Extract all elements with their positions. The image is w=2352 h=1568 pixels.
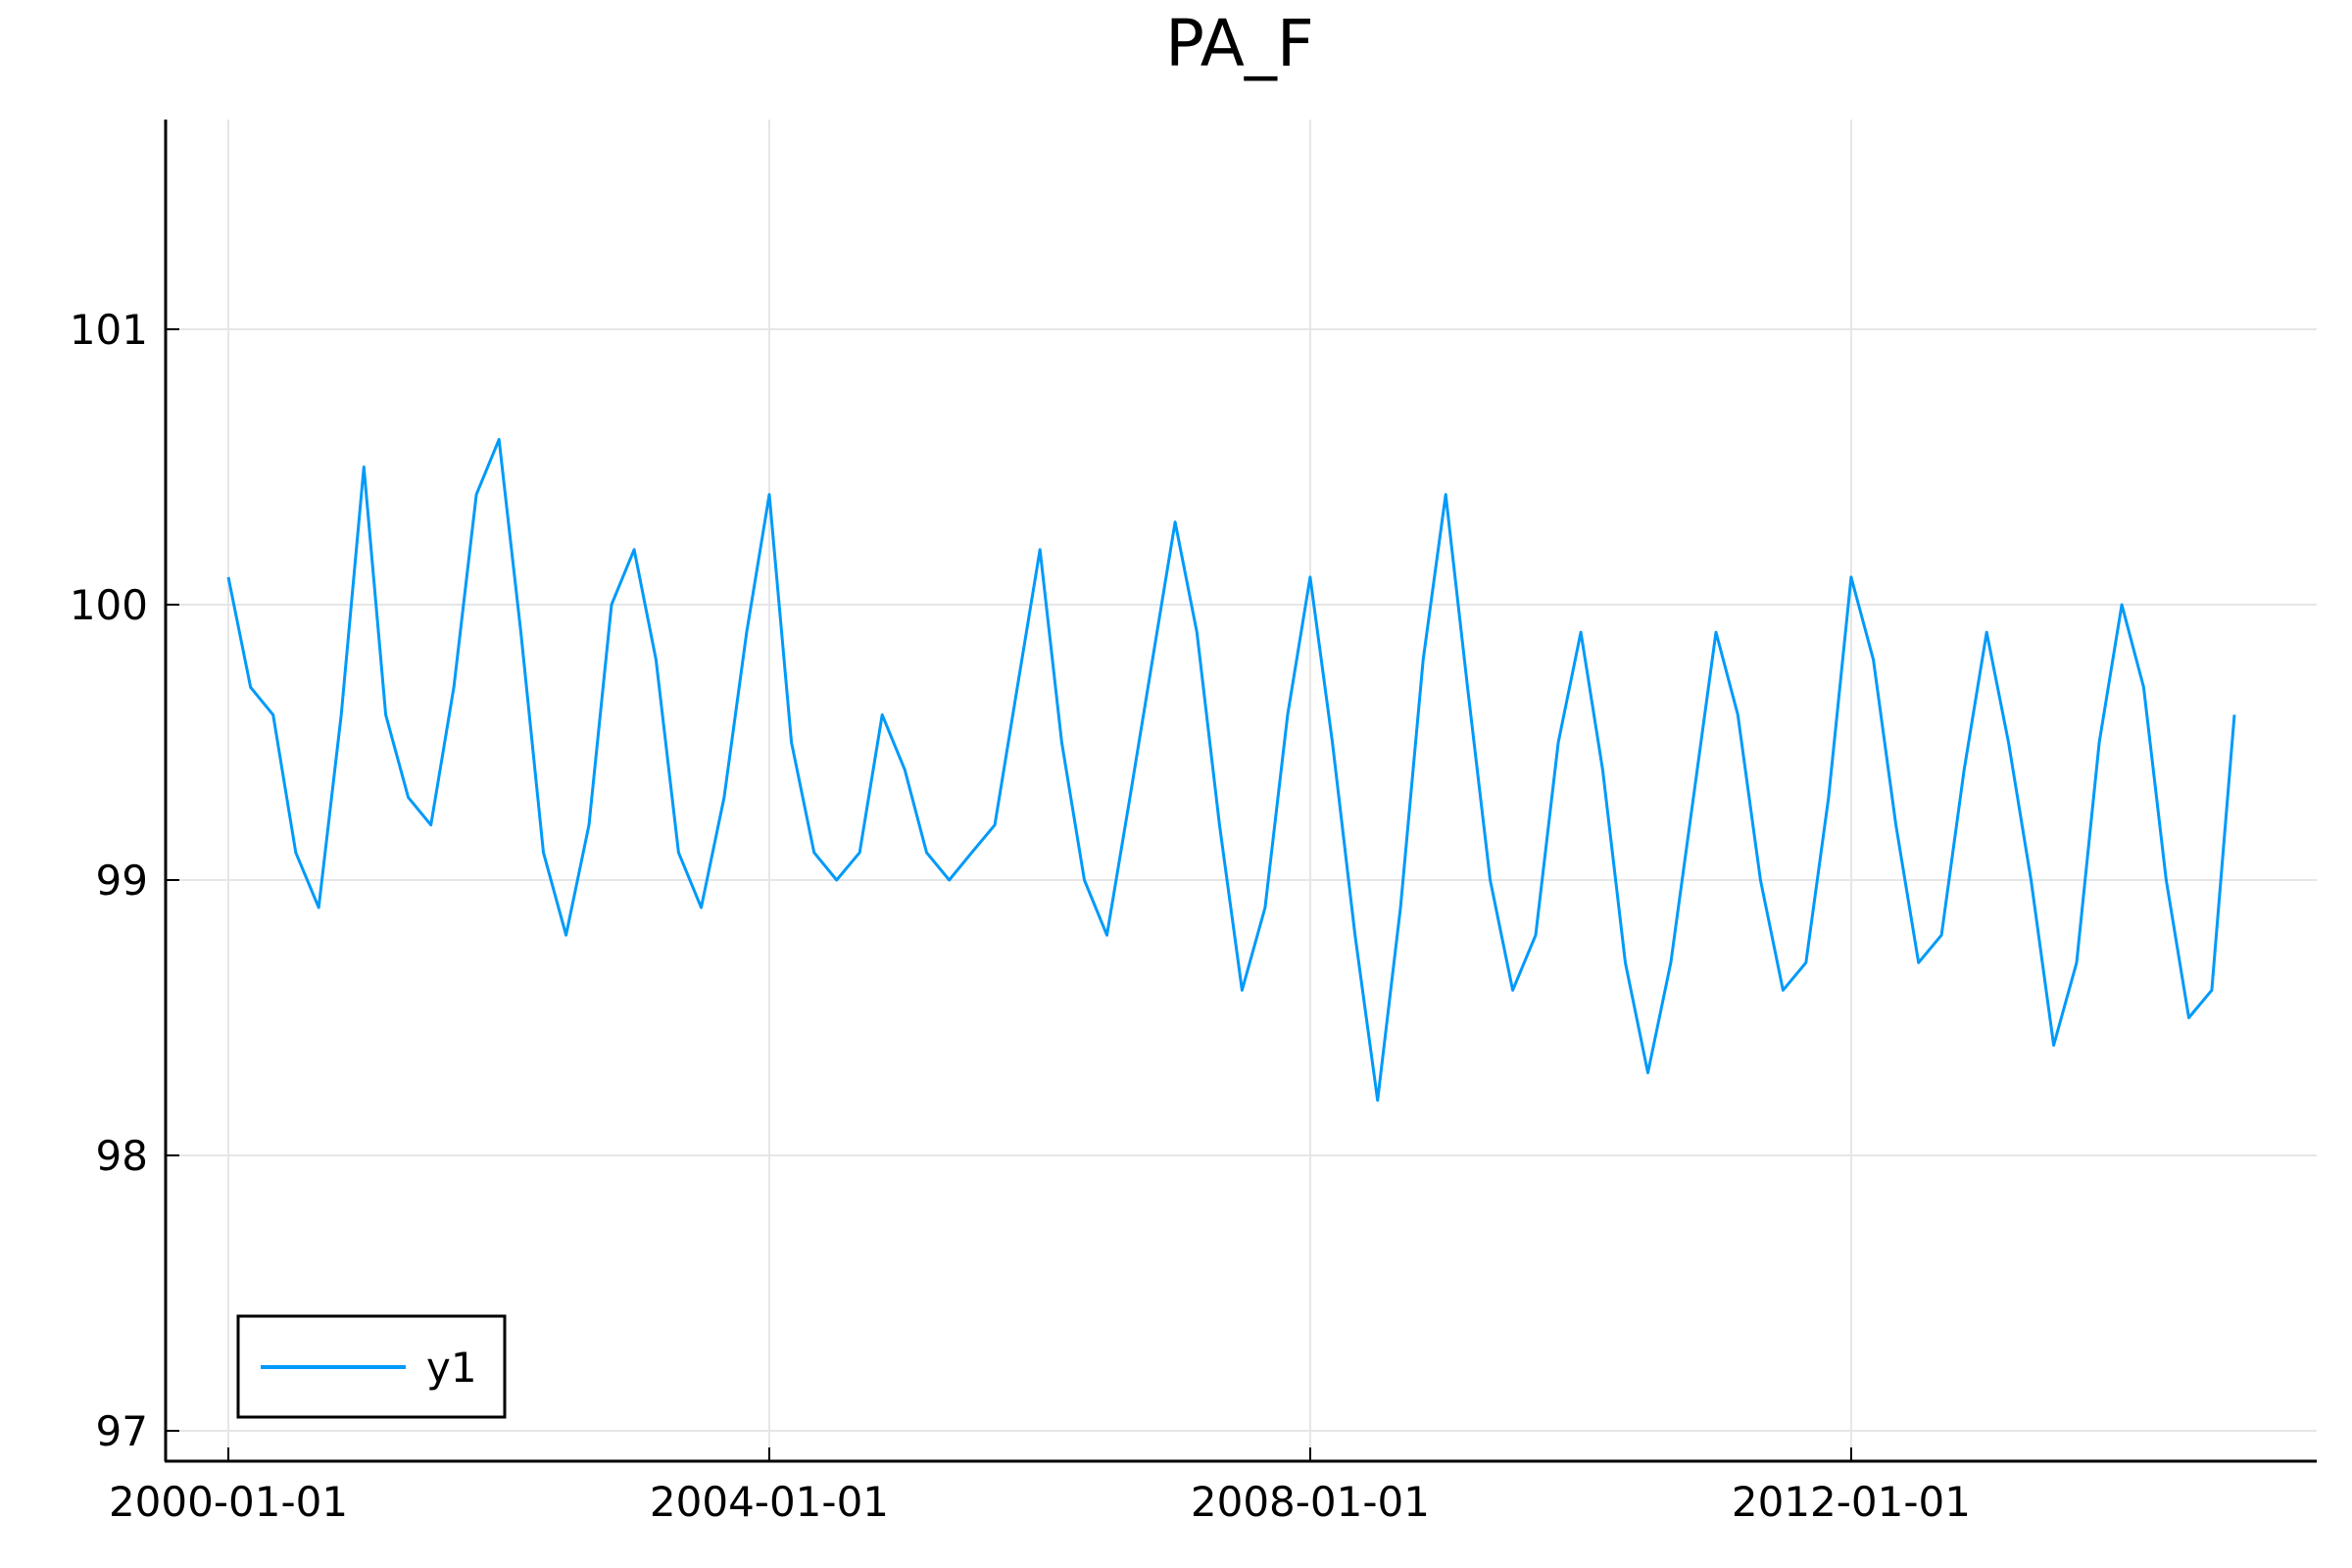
x-tick-label: 2000-01-01 xyxy=(109,1478,348,1526)
x-tick-label: 2004-01-01 xyxy=(650,1478,889,1526)
y-tick-label: 98 xyxy=(96,1132,148,1180)
legend-label-y1: y1 xyxy=(426,1344,477,1392)
y-tick-label: 100 xyxy=(70,581,148,629)
y-axis-ticks: 97 98 99 100 101 xyxy=(70,306,179,1455)
y-tick-label: 97 xyxy=(96,1407,148,1455)
series-layer xyxy=(226,437,2236,1102)
legend: y1 xyxy=(236,1314,507,1419)
x-axis-ticks: 2000-01-01 2004-01-01 2008-01-01 2012-01-01 xyxy=(109,1447,1971,1526)
series-line-y1 xyxy=(226,437,2236,1102)
x-tick-label: 2012-01-01 xyxy=(1732,1478,1971,1526)
y-tick-label: 101 xyxy=(70,306,148,354)
x-tick-label: 2008-01-01 xyxy=(1191,1478,1430,1526)
chart-title: PA_F xyxy=(1165,6,1314,81)
y-tick-label: 99 xyxy=(96,857,148,905)
grid-lines xyxy=(166,120,2317,1461)
